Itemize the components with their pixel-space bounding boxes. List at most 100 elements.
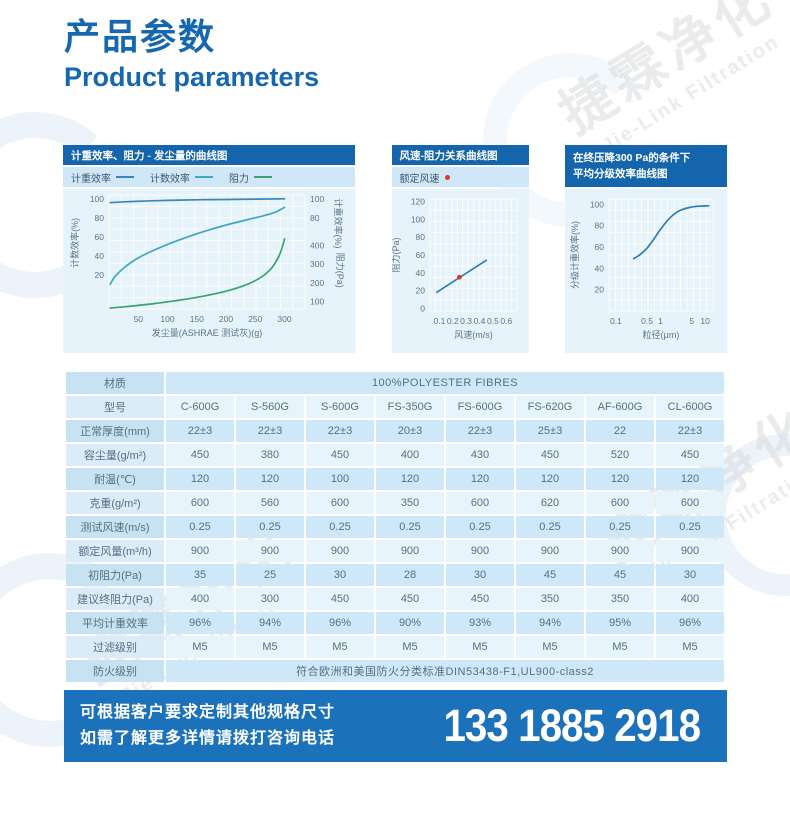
chart-header-line2: 平均分级效率曲线图 [573, 168, 668, 181]
table-cell: M5 [656, 636, 724, 658]
table-cell: M5 [306, 636, 374, 658]
table-cell: 35 [166, 564, 234, 586]
table-cell: C-600G [166, 396, 234, 418]
table-cell: 22±3 [236, 420, 304, 442]
table-row: 测试风速(m/s) 0.25 0.25 0.25 0.25 0.25 0.25 0.25 0.2… [66, 516, 724, 538]
table-row: 平均计重效率 96% 94% 96% 90% 93% 94% 95% 96% [66, 612, 724, 634]
row-label: 额定风量(m³/h) [66, 540, 164, 562]
chart-canvas: 0.1 0.2 0.3 0.4 0.5 0.6 风速(m/s) 0 20 40 60 80 100 120… [391, 189, 529, 353]
legend-item: 额定风速 [400, 170, 450, 185]
table-cell: 120 [376, 468, 444, 490]
x-tick-label: 0.4 [473, 316, 485, 326]
y-axis-label: 分级计重效率(%) [569, 221, 580, 289]
table-cell: 100 [306, 468, 374, 490]
table-cell: 22±3 [656, 420, 724, 442]
series-line [109, 238, 286, 309]
x-tick-label: 0.3 [460, 316, 472, 326]
x-tick-label: 10 [700, 316, 710, 326]
legend-item: 计数效率 [150, 170, 213, 185]
y-tick-label: 60 [595, 242, 605, 252]
table-cell: 380 [236, 444, 304, 466]
chart-header-line1: 在终压降300 Pa的条件下 [573, 152, 691, 164]
y-axis-label: 阻力(Pa) [392, 237, 401, 272]
table-row: 额定风量(m³/h) 900 900 900 900 900 900 900 900 [66, 540, 724, 562]
x-tick-label: 5 [689, 316, 694, 326]
table-cell: 0.25 [166, 516, 234, 538]
legend-line-icon [195, 176, 213, 178]
chart-grid [429, 198, 517, 312]
table-cell: M5 [516, 636, 584, 658]
table-cell: 94% [516, 612, 584, 634]
row-label: 过滤级别 [66, 636, 164, 658]
table-cell: 96% [656, 612, 724, 634]
y-tick-label: 100 [310, 194, 324, 204]
table-cell: 350 [376, 492, 444, 514]
table-cell: M5 [446, 636, 514, 658]
y-tick-label: 20 [595, 285, 605, 295]
table-row: 过滤级别 M5 M5 M5 M5 M5 M5 M5 M5 [66, 636, 724, 658]
y-tick-label: 20 [95, 270, 105, 280]
table-cell: 120 [236, 468, 304, 490]
table-cell: 120 [446, 468, 514, 490]
table-cell-span: 符合欧洲和美国防火分类标准DIN53438-F1,UL900-class2 [166, 660, 724, 682]
row-label: 测试风速(m/s) [66, 516, 164, 538]
y-tick-label: 0 [420, 303, 425, 313]
chart-header: 风速-阻力关系曲线图 [391, 145, 529, 165]
chart-panel-velocity-resistance: 风速-阻力关系曲线图 额定风速 0.1 0.2 0.3 0.4 0.5 0.6 风速(m/s… [391, 145, 529, 353]
table-cell: 0.25 [376, 516, 444, 538]
table-cell: 30 [656, 564, 724, 586]
page-title: 产品参数 [64, 16, 217, 57]
table-cell: 45 [586, 564, 654, 586]
table-row: 正常厚度(mm) 22±3 22±3 22±3 20±3 22±3 25±3 22 22±3 [66, 420, 724, 442]
table-cell: 120 [656, 468, 724, 490]
banner-line2: 如需了解更多详情请拨打咨询电话 [80, 730, 336, 747]
table-cell: FS-350G [376, 396, 444, 418]
table-cell: 900 [586, 540, 654, 562]
chart-svg: 0.1 0.5 1 5 10 粒径(μm) 20 40 60 80 100 分级计重效率(%) [569, 198, 714, 340]
banner-text: 可根据客户要求定制其他规格尺寸 如需了解更多详情请拨打咨询电话 [80, 700, 335, 751]
table-cell: 120 [166, 468, 234, 490]
row-label: 耐温(℃) [66, 468, 164, 490]
banner-line1: 可根据客户要求定制其他规格尺寸 [80, 704, 336, 722]
table-cell: 900 [656, 540, 724, 562]
table-cell: 450 [306, 588, 374, 610]
row-label: 平均计重效率 [66, 612, 164, 634]
phone-number: 133 1885 2918 [443, 700, 701, 751]
table-cell: 520 [586, 444, 654, 466]
y-tick-label: 100 [90, 194, 104, 204]
chart-header: 计重效率、阻力 - 发尘量的曲线图 [63, 145, 355, 165]
charts-row: 计重效率、阻力 - 发尘量的曲线图 计重效率 计数效率 阻力 50 100 150 200… [63, 145, 727, 353]
y-axis-label: 阻力(Pa) [335, 253, 346, 288]
table-cell: 96% [166, 612, 234, 634]
table-cell: 300 [236, 588, 304, 610]
rated-point-marker [456, 274, 462, 280]
table-cell: M5 [166, 636, 234, 658]
table-row: 建议终阻力(Pa) 400 300 450 450 450 350 350 400 [66, 588, 724, 610]
chart-panel-efficiency-dust: 计重效率、阻力 - 发尘量的曲线图 计重效率 计数效率 阻力 50 100 150 200… [63, 145, 355, 353]
table-cell: 600 [446, 492, 514, 514]
table-row: 防火级别 符合欧洲和美国防火分类标准DIN53438-F1,UL900-class… [66, 660, 724, 682]
x-tick-label: 250 [248, 314, 262, 324]
table-cell: 30 [446, 564, 514, 586]
table-row: 型号 C-600G S-560G S-600G FS-350G FS-600G FS-620… [66, 396, 724, 418]
x-tick-label: 0.2 [446, 316, 458, 326]
y-axis-label: 计数效率(%) [69, 218, 80, 268]
table-row: 初阻力(Pa) 35 25 30 28 30 45 45 30 [66, 564, 724, 586]
legend-line-icon [254, 176, 272, 178]
y-tick-label: 60 [95, 232, 105, 242]
row-label: 初阻力(Pa) [66, 564, 164, 586]
legend-item: 计重效率 [71, 170, 134, 185]
y-tick-label: 80 [95, 213, 105, 223]
y-tick-label: 100 [410, 214, 424, 224]
y-tick-label: 40 [415, 268, 425, 278]
row-label: 型号 [66, 396, 164, 418]
table-cell: 28 [376, 564, 444, 586]
y-tick-label: 80 [415, 232, 425, 242]
table-cell: 120 [516, 468, 584, 490]
table-cell: 900 [236, 540, 304, 562]
x-tick-label: 1 [658, 316, 663, 326]
x-tick-label: 50 [134, 314, 144, 324]
y-tick-label: 100 [590, 199, 604, 209]
table-cell: 0.25 [586, 516, 654, 538]
row-label: 防火级别 [66, 660, 164, 682]
